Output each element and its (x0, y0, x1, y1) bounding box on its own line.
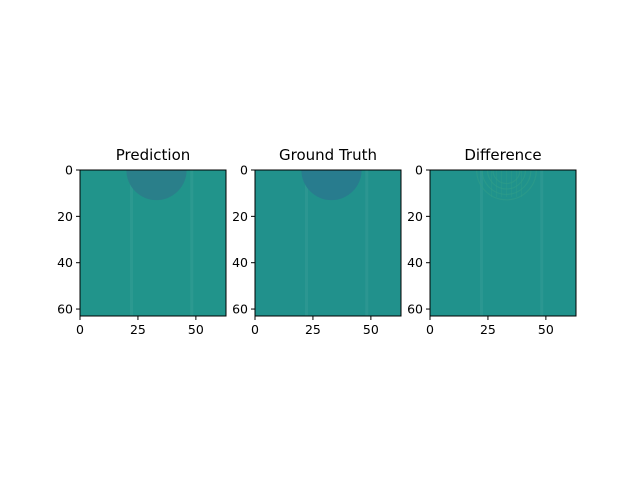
heatmap-band (479, 170, 483, 316)
heatmap-image (255, 170, 401, 316)
y-tick-label: 0 (415, 163, 423, 178)
heatmap-band (190, 170, 194, 316)
y-tick-label: 0 (65, 163, 73, 178)
heatmap-ripple (476, 170, 537, 201)
x-tick-label: 25 (480, 322, 496, 337)
heatmap-band (129, 170, 133, 316)
panel-title: Difference (464, 146, 541, 164)
heatmap-image (80, 170, 226, 316)
ground-truth-panel: Ground Truth 0 25 50 0 20 40 60 (232, 146, 402, 337)
x-tick-label: 25 (305, 322, 321, 337)
y-tick-label: 40 (407, 255, 423, 270)
y-tick-label: 60 (57, 302, 73, 317)
panel-title: Prediction (116, 146, 191, 164)
x-tick-label: 0 (426, 322, 434, 337)
y-tick-label: 60 (407, 302, 423, 317)
y-tick-label: 0 (240, 163, 248, 178)
heatmap-band (540, 170, 544, 316)
x-tick-label: 50 (188, 322, 204, 337)
x-tick-label: 0 (251, 322, 259, 337)
x-tick-label: 25 (130, 322, 146, 337)
heatmap-feature (126, 170, 187, 201)
y-tick-label: 60 (232, 302, 248, 317)
y-tick-label: 40 (232, 255, 248, 270)
axes-frame (429, 169, 577, 317)
x-tick-label: 50 (363, 322, 379, 337)
heatmap-feature (301, 170, 362, 201)
axes-frame (254, 169, 402, 317)
heatmap-background (430, 170, 576, 316)
y-tick-label: 20 (407, 209, 423, 224)
y-tick-label: 40 (57, 255, 73, 270)
axes-frame (79, 169, 227, 317)
heatmap-image (430, 170, 576, 316)
y-tick-label: 20 (232, 209, 248, 224)
difference-panel: Difference 0 25 50 0 20 40 60 (407, 146, 577, 337)
x-tick-label: 50 (538, 322, 554, 337)
y-tick-label: 20 (57, 209, 73, 224)
x-tick-label: 0 (76, 322, 84, 337)
prediction-panel: Prediction 0 25 50 0 20 40 60 (57, 146, 227, 337)
heatmap-band (365, 170, 369, 316)
heatmap-band (304, 170, 308, 316)
panel-title: Ground Truth (279, 146, 377, 164)
